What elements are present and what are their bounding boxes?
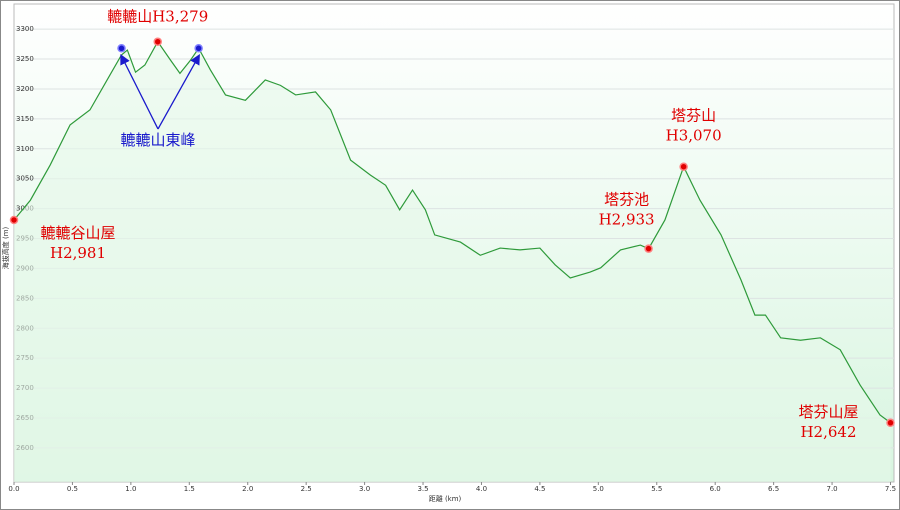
annotation-label: H3,070 [666,127,722,145]
y-tick-label: 3100 [16,145,34,153]
x-tick-label: 0.5 [67,485,78,493]
x-tick-label: 5.5 [651,485,662,493]
x-tick-label: 1.5 [184,485,195,493]
x-tick-label: 4.0 [476,485,487,493]
marker [194,44,203,53]
marker [644,244,653,253]
x-tick-label: 4.5 [534,485,545,493]
x-axis-label: 距離 (km) [429,494,462,503]
x-tick-label: 3.5 [417,485,428,493]
marker [9,215,19,225]
marker [679,162,688,171]
x-tick-label: 6.0 [710,485,721,493]
marker [153,37,162,46]
pointer-arrow [157,54,200,130]
marker [886,418,895,428]
annotation-label: 塔芬池 [604,191,649,209]
x-tick-label: 1.0 [125,485,136,493]
x-tick-label: 3.0 [359,485,370,493]
annotation-label: 塔芬山屋 [798,403,858,421]
annotation-label: 轆轆谷山屋 [40,224,115,242]
y-tick-label: 3050 [16,175,34,183]
x-tick-label: 7.5 [885,485,896,493]
x-tick-label: 7.0 [826,485,837,493]
y-tick-label: 3250 [16,55,34,63]
annotation-label: 轆轆山H3,279 [107,8,208,26]
x-tick-label: 6.5 [768,485,779,493]
x-tick-label: 0.0 [8,485,19,493]
annotation-label: H2,642 [800,423,856,441]
peak-label: 轆轆山東峰 [120,131,195,149]
x-tick-label: 5.0 [593,485,604,493]
y-axis-label: 海拔高度 (m) [1,226,10,269]
marker [117,44,126,53]
elevation-line [13,40,891,424]
annotation-label: H2,933 [599,211,655,229]
x-tick-label: 2.5 [301,485,312,493]
area-fill [14,41,891,483]
annotation-label: H2,981 [50,244,106,262]
y-tick-label: 3300 [16,25,34,33]
y-tick-label: 3150 [16,115,34,123]
annotation-label: 塔芬山 [671,107,716,125]
x-tick-label: 2.0 [242,485,253,493]
y-tick-label: 3200 [16,85,34,93]
pointer-arrow [120,53,159,130]
